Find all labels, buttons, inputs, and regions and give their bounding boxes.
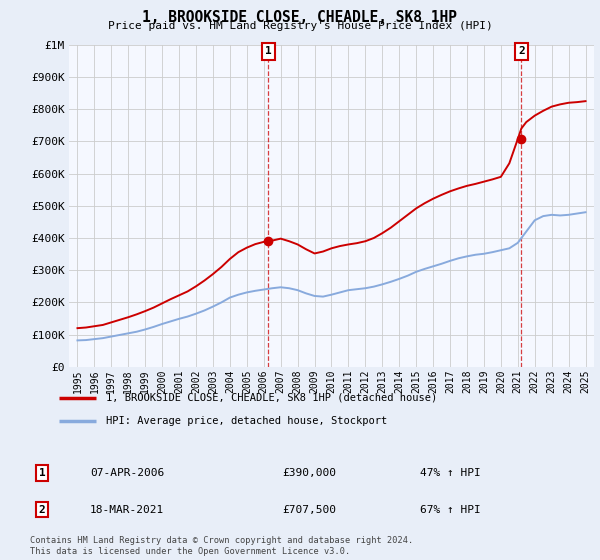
Text: 18-MAR-2021: 18-MAR-2021 [90, 505, 164, 515]
Text: 47% ↑ HPI: 47% ↑ HPI [420, 468, 481, 478]
Text: £707,500: £707,500 [282, 505, 336, 515]
Text: 1: 1 [38, 468, 46, 478]
Text: 67% ↑ HPI: 67% ↑ HPI [420, 505, 481, 515]
Text: 2: 2 [38, 505, 46, 515]
Text: 07-APR-2006: 07-APR-2006 [90, 468, 164, 478]
Text: Price paid vs. HM Land Registry's House Price Index (HPI): Price paid vs. HM Land Registry's House … [107, 21, 493, 31]
Text: 1, BROOKSIDE CLOSE, CHEADLE, SK8 1HP (detached house): 1, BROOKSIDE CLOSE, CHEADLE, SK8 1HP (de… [106, 393, 437, 403]
Text: Contains HM Land Registry data © Crown copyright and database right 2024.
This d: Contains HM Land Registry data © Crown c… [30, 536, 413, 556]
Text: 2: 2 [518, 46, 525, 57]
Text: 1: 1 [265, 46, 272, 57]
Text: £390,000: £390,000 [282, 468, 336, 478]
Text: HPI: Average price, detached house, Stockport: HPI: Average price, detached house, Stoc… [106, 416, 388, 426]
Text: 1, BROOKSIDE CLOSE, CHEADLE, SK8 1HP: 1, BROOKSIDE CLOSE, CHEADLE, SK8 1HP [143, 10, 458, 25]
